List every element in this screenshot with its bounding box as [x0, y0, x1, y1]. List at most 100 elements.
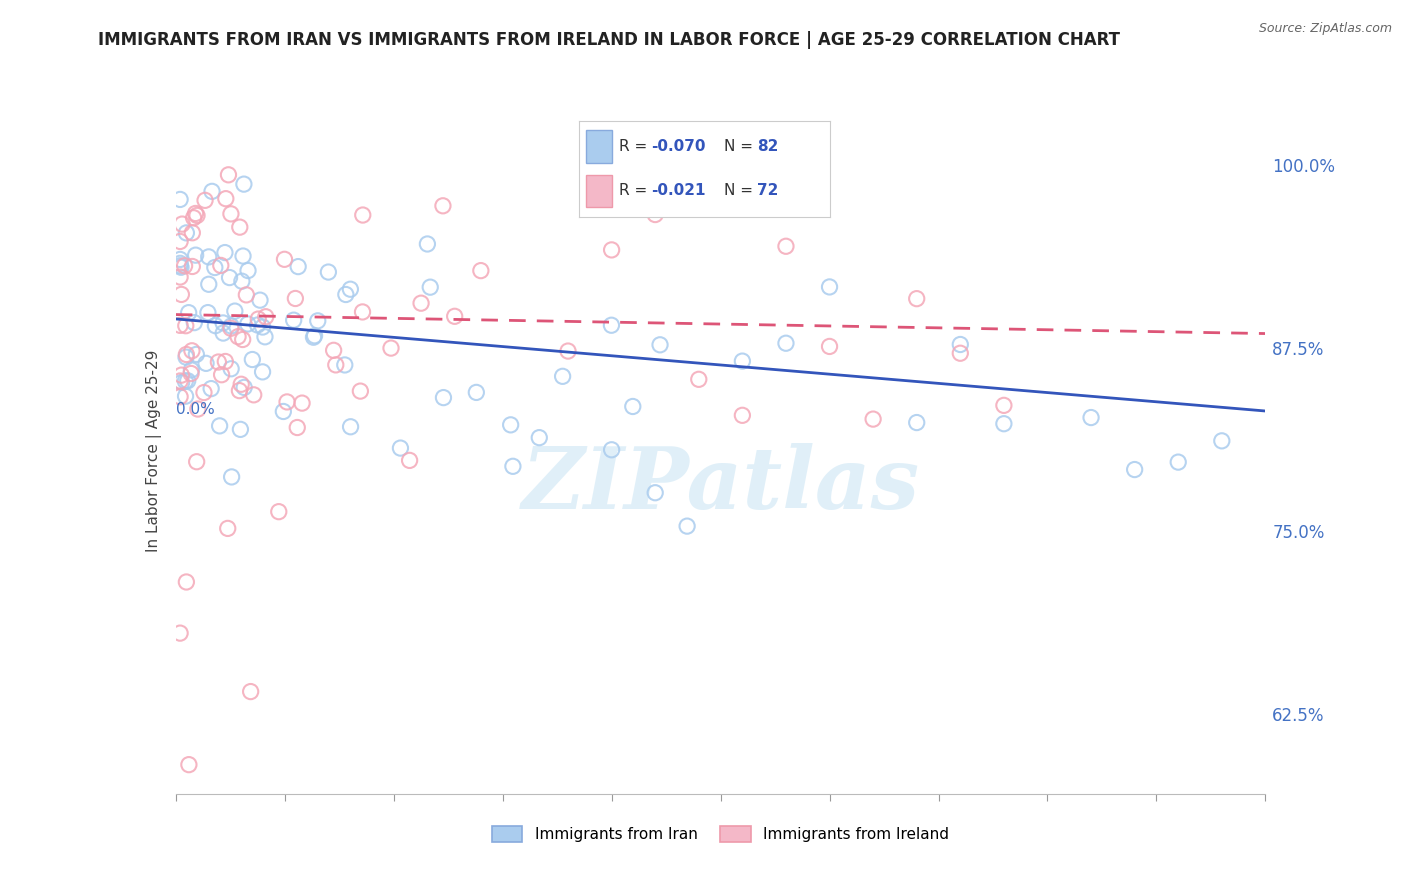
Point: [169, 235, 191, 249]
Point: [201, 185, 224, 199]
Point: [169, 390, 191, 404]
Point: [207, 355, 229, 369]
Point: [217, 168, 239, 182]
Point: [219, 361, 242, 376]
Point: [775, 336, 797, 351]
Point: [253, 330, 276, 344]
Point: [186, 455, 208, 469]
Point: [254, 310, 277, 324]
Point: [235, 288, 257, 302]
Point: [600, 243, 623, 257]
Point: [204, 260, 226, 275]
Point: [318, 265, 340, 279]
Text: Source: ZipAtlas.com: Source: ZipAtlas.com: [1258, 22, 1392, 36]
Point: [197, 305, 219, 319]
Point: [184, 248, 207, 262]
Point: [273, 252, 295, 267]
Point: [775, 239, 797, 253]
Point: [416, 237, 439, 252]
Point: [621, 400, 644, 414]
Point: [181, 260, 204, 274]
Point: [339, 419, 361, 434]
Point: [993, 417, 1015, 431]
Text: ZIPatlas: ZIPatlas: [522, 443, 920, 526]
Point: [529, 431, 551, 445]
Point: [339, 282, 361, 296]
Point: [208, 418, 231, 433]
Point: [352, 305, 374, 319]
Point: [273, 404, 295, 418]
Point: [1080, 410, 1102, 425]
Point: [333, 358, 356, 372]
Point: [688, 372, 710, 386]
Point: [197, 277, 219, 292]
Point: [557, 344, 579, 359]
Point: [443, 310, 465, 324]
Point: [291, 396, 314, 410]
Point: [215, 192, 238, 206]
Point: [287, 260, 309, 274]
Point: [177, 757, 200, 772]
Point: [231, 377, 253, 392]
Point: [211, 368, 233, 382]
Point: [232, 177, 254, 191]
Point: [432, 199, 454, 213]
Point: [239, 684, 262, 698]
Point: [214, 245, 236, 260]
Point: [432, 391, 454, 405]
Point: [184, 206, 207, 220]
Point: [169, 374, 191, 388]
Point: [212, 326, 235, 340]
Point: [242, 388, 264, 402]
Point: [176, 347, 198, 361]
Point: [1123, 462, 1146, 476]
Point: [252, 320, 274, 334]
Point: [905, 416, 928, 430]
Point: [409, 296, 432, 310]
Point: [905, 292, 928, 306]
Point: [470, 263, 492, 277]
Point: [249, 293, 271, 307]
Point: [322, 343, 344, 358]
Point: [862, 412, 884, 426]
Point: [551, 369, 574, 384]
Point: [181, 343, 204, 358]
Point: [187, 402, 209, 417]
Point: [226, 329, 249, 343]
Point: [193, 385, 215, 400]
Point: [186, 209, 208, 223]
Point: [352, 208, 374, 222]
Point: [169, 252, 191, 267]
Point: [229, 220, 252, 235]
Point: [177, 374, 200, 388]
Point: [307, 314, 329, 328]
Point: [169, 318, 191, 333]
Point: [949, 337, 972, 351]
Point: [183, 211, 205, 225]
Point: [229, 422, 252, 436]
Point: [247, 312, 270, 326]
Point: [1211, 434, 1233, 448]
Point: [1167, 455, 1189, 469]
Point: [644, 485, 666, 500]
Text: 0.0%: 0.0%: [176, 402, 215, 417]
Point: [219, 321, 242, 335]
Point: [186, 347, 208, 361]
Point: [218, 270, 240, 285]
Point: [731, 409, 754, 423]
Point: [236, 263, 259, 277]
Point: [993, 398, 1015, 412]
Point: [170, 287, 193, 301]
Point: [181, 226, 204, 240]
Text: IMMIGRANTS FROM IRAN VS IMMIGRANTS FROM IRELAND IN LABOR FORCE | AGE 25-29 CORRE: IMMIGRANTS FROM IRAN VS IMMIGRANTS FROM …: [98, 31, 1121, 49]
Point: [219, 207, 242, 221]
Point: [173, 259, 195, 273]
Point: [302, 330, 325, 344]
Point: [194, 194, 217, 208]
Point: [949, 346, 972, 360]
Point: [169, 270, 191, 285]
Point: [267, 505, 290, 519]
Point: [224, 304, 246, 318]
Point: [212, 316, 235, 330]
Point: [200, 382, 222, 396]
